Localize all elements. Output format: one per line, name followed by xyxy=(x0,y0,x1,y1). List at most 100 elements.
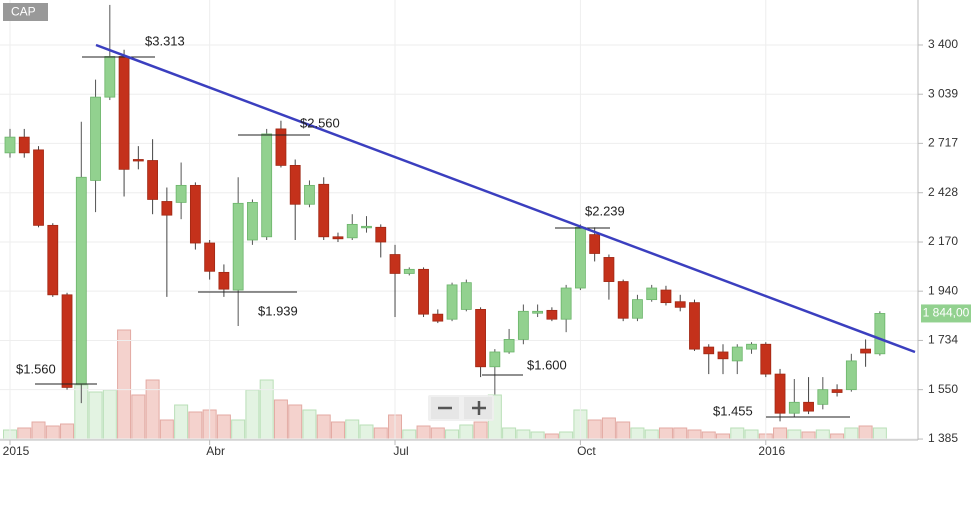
candle-body xyxy=(788,401,800,414)
y-tick-label: 3 400 xyxy=(928,37,958,51)
volume-bar xyxy=(516,429,531,441)
candle-body xyxy=(189,184,201,244)
candle-body xyxy=(446,284,458,320)
volume-bar xyxy=(687,429,702,441)
volume-bar xyxy=(60,423,75,441)
candle-body xyxy=(560,287,572,320)
candle-layer xyxy=(4,4,886,422)
volume-bar xyxy=(174,404,189,441)
candle-body xyxy=(247,202,258,241)
y-tick-label: 2 428 xyxy=(928,185,958,199)
symbol-label: CAP xyxy=(11,5,36,19)
volume-bar xyxy=(316,414,331,441)
volume-bar xyxy=(430,427,445,441)
candle-body xyxy=(104,56,116,98)
volume-bar xyxy=(117,329,132,441)
x-tick-label: 2016 xyxy=(758,444,785,458)
candle-body xyxy=(389,254,401,274)
candle-body xyxy=(575,226,586,289)
volume-bar xyxy=(159,419,174,441)
volume-bar xyxy=(601,417,616,441)
volume-bar xyxy=(644,429,659,441)
candle-body xyxy=(874,313,886,355)
candle-body xyxy=(632,299,643,319)
candle-body xyxy=(33,149,44,226)
x-tick-label: 2015 xyxy=(3,444,30,458)
candle-body xyxy=(75,176,87,385)
zoom-out-button[interactable] xyxy=(431,397,459,419)
candle-body xyxy=(803,401,814,412)
volume-bar xyxy=(730,427,745,441)
annotation: $3.313 xyxy=(145,33,185,48)
candle-body xyxy=(304,184,315,205)
annotation: $2.560 xyxy=(300,115,340,130)
grid-layer: 1 385 1 550 1 734 1 940 2 170 2 428 2 717 3 039… xyxy=(0,0,958,458)
volume-bar xyxy=(815,429,830,441)
candle-body xyxy=(346,223,358,239)
candle-body xyxy=(375,226,387,243)
candle-body xyxy=(204,242,216,272)
y-tick-label: 1 385 xyxy=(928,431,958,445)
symbol-box xyxy=(3,3,48,21)
candle-body xyxy=(132,159,144,162)
annotation: $1.560 xyxy=(16,361,56,376)
candle-body xyxy=(161,201,173,216)
candle-body xyxy=(817,389,829,405)
annotation: $1.600 xyxy=(527,357,567,372)
candle-body xyxy=(147,160,159,200)
candle-body xyxy=(90,96,101,181)
candle-body xyxy=(603,257,615,282)
candle-body xyxy=(332,236,344,240)
y-tick-label: 3 039 xyxy=(928,86,958,100)
trend-line xyxy=(95,43,916,354)
candle-body xyxy=(218,271,230,290)
annotation: $1.455 xyxy=(713,403,753,418)
candle-body xyxy=(589,234,601,254)
candle-body xyxy=(4,136,16,154)
volume-bar xyxy=(416,425,431,441)
candle-body xyxy=(845,360,857,391)
volume-bar xyxy=(787,429,802,441)
volume-bar xyxy=(245,389,260,441)
volume-bar xyxy=(231,419,246,441)
candle-body xyxy=(689,302,700,350)
y-tick-label: 2 170 xyxy=(928,234,958,248)
candle-body xyxy=(717,351,729,360)
x-tick-label: Oct xyxy=(577,444,596,458)
y-tick-label: 1 550 xyxy=(928,382,958,396)
candle-body xyxy=(646,287,658,301)
volume-bar xyxy=(359,424,374,441)
volume-bar xyxy=(188,411,203,441)
y-tick-label: 1 940 xyxy=(928,283,958,297)
volume-bar xyxy=(102,389,117,441)
candle-body xyxy=(118,56,130,170)
volume-bar xyxy=(844,427,859,441)
candle-body xyxy=(731,346,743,362)
volume-bar xyxy=(744,429,759,441)
zoom-in-button[interactable] xyxy=(464,397,492,419)
candle-body xyxy=(674,301,686,308)
price-tag-label: 1 844,00 xyxy=(923,306,970,320)
candle-body xyxy=(660,289,672,304)
volume-bar xyxy=(658,427,673,441)
volume-bar xyxy=(88,391,103,441)
volume-bar xyxy=(616,421,631,441)
volume-layer xyxy=(3,329,887,441)
candle-body xyxy=(546,309,558,320)
candle-body xyxy=(289,164,301,205)
volume-bar xyxy=(330,421,345,441)
volume-bar xyxy=(673,427,688,441)
volume-bar xyxy=(302,409,317,441)
candle-body xyxy=(774,373,786,414)
volume-bar xyxy=(402,429,417,441)
candle-body xyxy=(403,268,415,274)
volume-bar xyxy=(502,427,517,441)
volume-bar xyxy=(459,424,474,441)
volume-bar xyxy=(858,425,873,441)
candle-body xyxy=(831,389,843,393)
candle-body xyxy=(489,351,501,368)
x-tick-label: Abr xyxy=(206,444,225,458)
candle-body xyxy=(532,310,544,314)
candle-body xyxy=(517,310,529,340)
